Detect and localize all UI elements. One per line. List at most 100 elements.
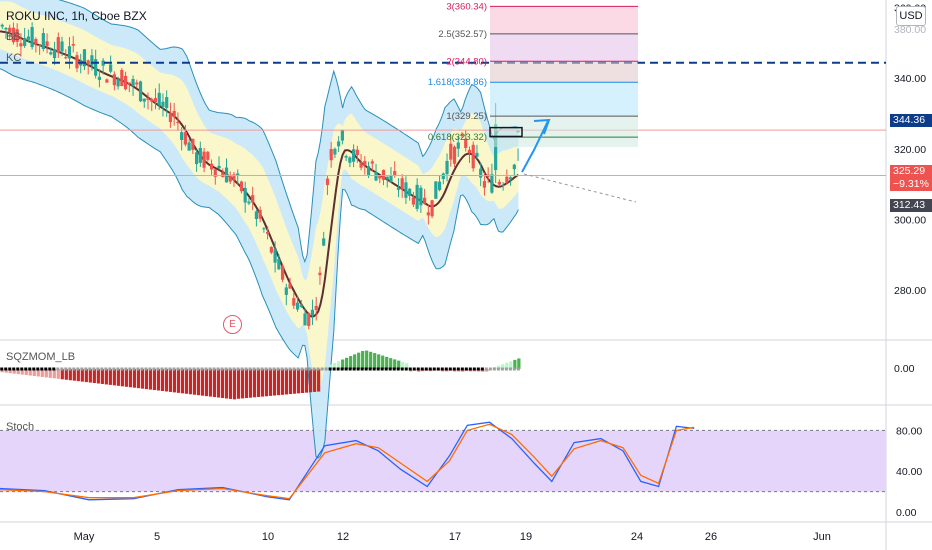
indicator-label-bb[interactable]: BB xyxy=(6,31,21,43)
momentum-bar xyxy=(32,369,36,377)
candle-body xyxy=(251,195,255,203)
momentum-panel-title[interactable]: SQZMOM_LB xyxy=(6,351,76,363)
candle-body xyxy=(161,101,165,107)
squeeze-dot xyxy=(368,367,372,371)
candle-body xyxy=(366,166,371,176)
candle-body xyxy=(408,188,412,196)
squeeze-dot xyxy=(148,367,152,371)
squeeze-dot xyxy=(96,367,100,371)
candle-body xyxy=(333,148,337,155)
squeeze-dot xyxy=(284,367,288,371)
momentum-bar xyxy=(172,369,177,393)
momentum-bar xyxy=(52,369,56,379)
squeeze-dot xyxy=(496,367,500,371)
candle-body xyxy=(351,149,356,162)
candle-body xyxy=(254,211,259,219)
stoch-tick-label: 80.00 xyxy=(896,425,922,437)
fib-zone xyxy=(490,33,638,62)
candle-body xyxy=(30,26,34,48)
candle-body xyxy=(94,59,98,76)
squeeze-dot xyxy=(232,367,236,371)
candle-body xyxy=(266,231,270,234)
fib-zone xyxy=(490,61,638,83)
squeeze-dot xyxy=(440,367,444,371)
squeeze-dot xyxy=(500,367,504,371)
candle-body xyxy=(112,74,116,86)
momentum-bar xyxy=(152,369,157,391)
squeeze-dot xyxy=(72,367,76,371)
x-tick-label: 5 xyxy=(154,531,160,543)
squeeze-dot xyxy=(44,367,48,371)
stoch-panel-title[interactable]: Stoch xyxy=(6,421,35,433)
candle-body xyxy=(471,144,475,169)
candle-body xyxy=(299,305,303,307)
momentum-bar xyxy=(44,369,48,378)
momentum-bar xyxy=(12,369,16,374)
y-tick-label: 300.00 xyxy=(894,214,926,226)
indicator-label-kc[interactable]: KC xyxy=(6,52,22,64)
squeeze-dot xyxy=(84,367,88,371)
momentum-bar xyxy=(292,369,297,394)
momentum-bar xyxy=(501,364,505,369)
candle-body xyxy=(370,161,374,164)
candle-body xyxy=(165,97,169,109)
momentum-bar xyxy=(284,369,289,395)
candle-body xyxy=(385,176,389,180)
momentum-bar xyxy=(317,369,321,392)
y-tick-label: 340.00 xyxy=(894,73,926,85)
momentum-bar xyxy=(68,369,72,381)
currency-button[interactable]: USD xyxy=(896,6,926,26)
fib-level-label: 0.618(323.32) xyxy=(428,132,487,143)
fib-level-label: 2.5(352.57) xyxy=(438,29,487,40)
candle-body xyxy=(277,258,281,270)
bollinger-lower-line xyxy=(0,68,519,459)
momentum-bar xyxy=(393,359,397,369)
momentum-bar xyxy=(196,369,201,396)
momentum-bar xyxy=(345,357,349,369)
stoch-band-fill xyxy=(0,430,886,492)
momentum-bar xyxy=(313,369,317,392)
candle-body xyxy=(460,134,464,137)
candle-body xyxy=(449,143,453,160)
momentum-bar xyxy=(329,364,333,369)
squeeze-dot xyxy=(352,367,356,371)
momentum-bar xyxy=(301,369,305,393)
momentum-bar xyxy=(40,369,44,377)
momentum-bar xyxy=(132,369,136,388)
earnings-marker[interactable]: E xyxy=(223,315,242,334)
candle-body xyxy=(109,64,113,72)
prev-close-badge: 312.43 xyxy=(890,199,932,212)
candle-body xyxy=(146,98,150,100)
chart-title: ROKU INC, 1h, Cboe BZX xyxy=(6,9,147,23)
momentum-bar xyxy=(124,369,128,387)
candle-body xyxy=(157,92,161,106)
candle-body xyxy=(131,79,135,87)
candle-body xyxy=(67,46,72,59)
candle-body xyxy=(38,45,42,47)
x-tick-label: May xyxy=(74,531,95,543)
squeeze-dot xyxy=(124,367,128,371)
momentum-bar xyxy=(337,361,341,369)
candle-body xyxy=(464,138,468,148)
squeeze-dot xyxy=(24,367,28,371)
candle-body xyxy=(41,33,45,49)
momentum-bar xyxy=(36,369,40,377)
momentum-bar xyxy=(168,369,173,392)
momentum-bar xyxy=(252,369,257,398)
candle-body xyxy=(329,149,333,161)
squeeze-dot xyxy=(480,367,484,371)
squeeze-dot xyxy=(324,367,328,371)
momentum-bar xyxy=(184,369,189,394)
momentum-bar xyxy=(224,369,229,399)
fib-zone xyxy=(490,116,638,138)
stoch-tick-label: 40.00 xyxy=(896,466,922,478)
keltner-channel-fill xyxy=(0,1,519,390)
candle-body xyxy=(19,43,23,47)
candle-body xyxy=(280,266,285,280)
candle-body xyxy=(236,173,240,175)
candle-body xyxy=(116,79,120,87)
candle-body xyxy=(508,177,513,180)
squeeze-dot xyxy=(100,367,104,371)
momentum-bar xyxy=(373,353,377,369)
